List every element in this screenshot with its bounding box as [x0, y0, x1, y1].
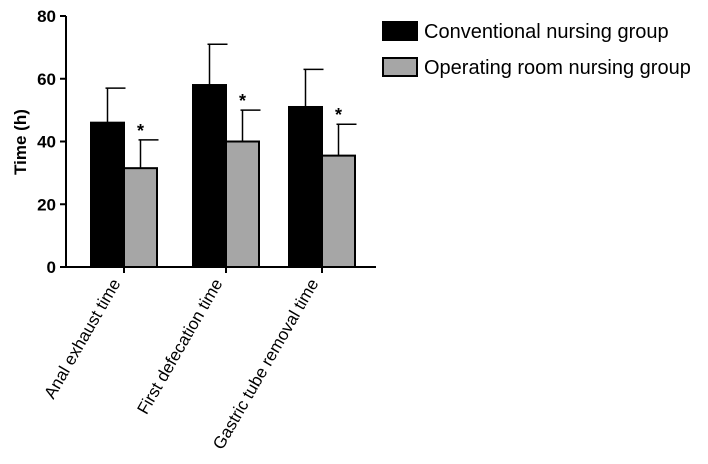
bar-operating-room-2	[321, 154, 356, 268]
y-tick-label: 40	[37, 133, 56, 152]
bar-conventional-2	[288, 105, 323, 268]
significance-star: *	[239, 91, 246, 111]
x-category-label: First defecation time	[133, 276, 226, 418]
y-axis-title: Time (h)	[11, 109, 30, 175]
bar-conventional-0	[90, 121, 125, 268]
legend-label: Conventional nursing group	[424, 21, 669, 43]
y-tick-label: 0	[47, 258, 56, 277]
bar-operating-room-1	[225, 140, 260, 268]
legend-swatch	[382, 57, 418, 77]
x-category-label: Gastric tube removal time	[209, 276, 322, 453]
significance-star: *	[137, 121, 144, 141]
x-category-label: Anal exhaust time	[40, 276, 124, 403]
bar-operating-room-0	[123, 167, 158, 268]
significance-star: *	[335, 105, 342, 125]
bar-conventional-1	[192, 84, 227, 269]
legend-label: Operating room nursing group	[424, 57, 691, 79]
y-tick-label: 80	[37, 7, 56, 26]
y-tick-label: 20	[37, 195, 56, 214]
legend-swatch	[382, 21, 418, 41]
y-tick-label: 60	[37, 70, 56, 89]
